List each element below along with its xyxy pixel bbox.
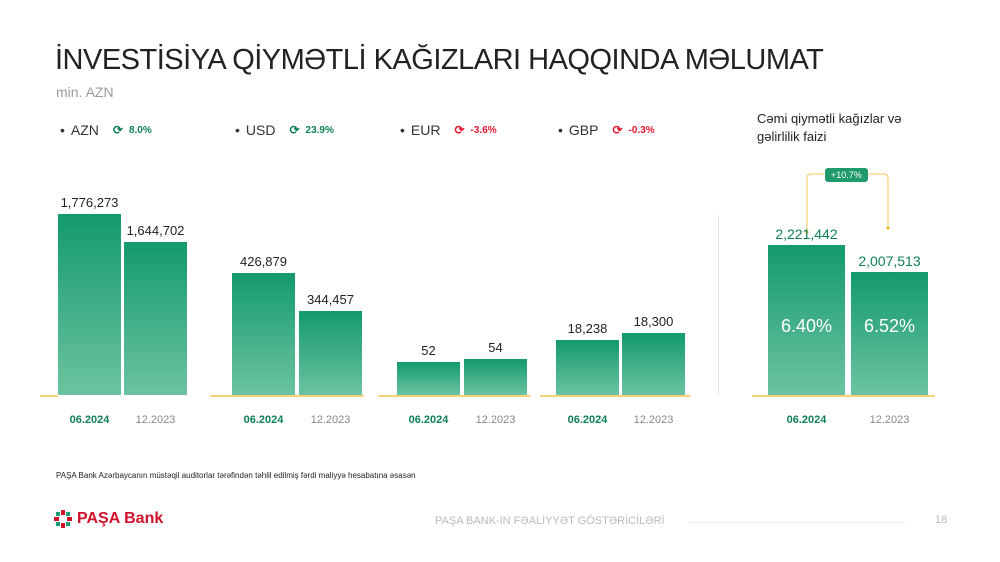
logo: PAŞA Bank bbox=[54, 510, 163, 528]
currency-name: USD bbox=[245, 122, 276, 138]
bullet: • bbox=[400, 122, 405, 138]
data-label: 1,644,702 bbox=[126, 223, 185, 239]
page-number: 18 bbox=[935, 514, 948, 526]
bar-gbp-12.2023 bbox=[622, 332, 685, 395]
unit-label: min. AZN bbox=[56, 84, 114, 100]
change-connector bbox=[805, 173, 890, 234]
data-label: 54 bbox=[488, 339, 503, 355]
x-tick-label: 06.2024 bbox=[243, 414, 284, 426]
bullet: • bbox=[60, 122, 65, 138]
bar-usd-06.2024 bbox=[232, 273, 295, 395]
x-tick-label: 12.2023 bbox=[869, 414, 910, 426]
x-tick-label: 06.2024 bbox=[408, 414, 449, 426]
bar-eur-06.2024 bbox=[397, 362, 460, 395]
baseline bbox=[210, 395, 364, 397]
x-tick-label: 12.2023 bbox=[135, 414, 176, 426]
data-label: 52 bbox=[421, 343, 436, 359]
refresh-icon: ⟳ bbox=[112, 123, 123, 137]
data-label: 1,776,273 bbox=[60, 195, 119, 211]
currency-name: GBP bbox=[568, 122, 599, 138]
baseline bbox=[40, 395, 58, 397]
bar-usd-12.2023 bbox=[299, 311, 362, 395]
currency-name: EUR bbox=[410, 122, 441, 138]
logo-icon bbox=[54, 510, 72, 528]
refresh-icon: ⟳ bbox=[454, 123, 465, 137]
bar-azn-12.2023 bbox=[124, 242, 187, 395]
bar-total-06.2024 bbox=[768, 245, 845, 395]
footnote: PAŞA Bank Azərbaycanın müstəqil auditorl… bbox=[56, 471, 416, 480]
x-tick-label: 06.2024 bbox=[567, 414, 608, 426]
bar-gbp-06.2024 bbox=[556, 340, 619, 395]
x-tick-label: 12.2023 bbox=[633, 414, 674, 426]
bar-total-12.2023 bbox=[851, 272, 928, 395]
totals-change-badge: +10.7% bbox=[825, 168, 868, 182]
yield-label: 6.40% bbox=[780, 316, 833, 336]
refresh-icon: ⟳ bbox=[289, 123, 300, 137]
data-label: 426,879 bbox=[240, 254, 287, 270]
bullet: • bbox=[558, 122, 563, 138]
bullet: • bbox=[235, 122, 240, 138]
currency-gbp: • GBP ⟳ -0.3% bbox=[558, 122, 655, 138]
change-value: 23.9% bbox=[305, 124, 334, 136]
data-label: 18,238 bbox=[567, 321, 608, 337]
change-value: 8.0% bbox=[128, 124, 152, 136]
currency-azn: • AZN ⟳ 8.0% bbox=[60, 122, 152, 138]
bar-azn-06.2024 bbox=[58, 214, 121, 395]
change-value: -3.6% bbox=[470, 124, 497, 136]
footer-title: PAŞA BANK-IN FƏALİYYƏT GÖSTƏRİCİLƏRİ bbox=[435, 515, 665, 527]
refresh-icon: ⟳ bbox=[612, 123, 623, 137]
x-tick-label: 06.2024 bbox=[69, 414, 110, 426]
data-label: 344,457 bbox=[307, 292, 354, 308]
data-label: 2,221,442 bbox=[775, 226, 838, 243]
data-label: 2,007,513 bbox=[858, 253, 921, 270]
baseline bbox=[752, 395, 935, 397]
currency-eur: • EUR ⟳ -3.6% bbox=[400, 122, 497, 138]
baseline bbox=[378, 395, 530, 397]
yield-label: 6.52% bbox=[863, 316, 916, 336]
currency-usd: • USD ⟳ 23.9% bbox=[235, 122, 334, 138]
bar-eur-12.2023 bbox=[464, 358, 527, 395]
data-label: 18,300 bbox=[633, 313, 674, 329]
x-tick-label: 12.2023 bbox=[310, 414, 351, 426]
page-title: İNVESTİSİYA QİYMƏTLİ KAĞIZLARI HAQQINDA … bbox=[55, 44, 824, 76]
logo-text: PAŞA Bank bbox=[77, 510, 164, 527]
x-tick-label: 06.2024 bbox=[786, 414, 827, 426]
currency-name: AZN bbox=[70, 122, 99, 138]
baseline bbox=[540, 395, 690, 397]
change-value: -0.3% bbox=[628, 124, 655, 136]
footer-line bbox=[690, 522, 905, 523]
x-tick-label: 12.2023 bbox=[475, 414, 516, 426]
divider bbox=[718, 215, 719, 395]
totals-title: Cəmi qiymətli kağızlar və gəlirlilik fai… bbox=[757, 111, 902, 144]
